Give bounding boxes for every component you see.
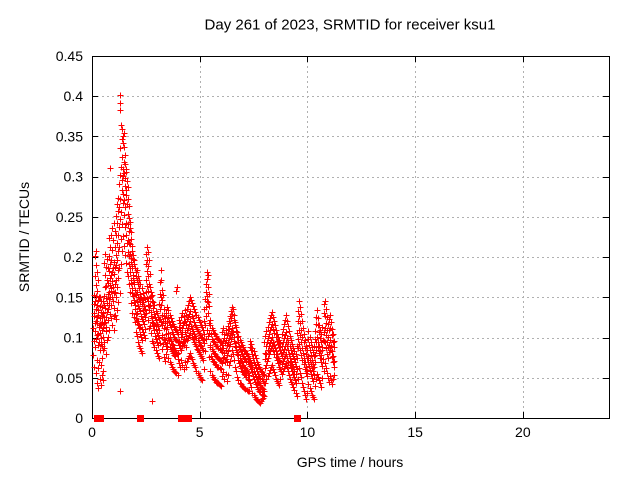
- y-axis-label: SRMTID / TECUs: [16, 181, 32, 293]
- data-points-srmtid-values: [90, 92, 338, 407]
- x-tick-label: 20: [515, 424, 531, 440]
- square-marker: [178, 415, 185, 422]
- y-tick-label: 0.05: [56, 370, 83, 386]
- x-axis-label: GPS time / hours: [296, 454, 404, 470]
- chart-title: Day 261 of 2023, SRMTID for receiver ksu…: [204, 16, 496, 34]
- y-tick-labels: 0 0.05 0.1 0.15 0.2 0.25 0.3 0.35 0.4 0.45: [56, 48, 83, 426]
- y-tick-label: 0: [75, 410, 83, 426]
- tick-marks: [92, 56, 609, 419]
- axis-border: [92, 56, 610, 419]
- y-tick-label: 0.15: [56, 289, 83, 305]
- grid-lines: [92, 56, 609, 418]
- x-tick-label: 10: [300, 424, 316, 440]
- square-marker: [97, 415, 104, 422]
- y-tick-label: 0.35: [56, 128, 83, 144]
- data-points-zero-level-flags: [94, 415, 301, 422]
- square-marker: [294, 415, 301, 422]
- x-tick-label: 0: [88, 424, 96, 440]
- y-tick-label: 0.1: [64, 330, 84, 346]
- y-tick-label: 0.2: [64, 249, 84, 265]
- x-tick-label: 5: [196, 424, 204, 440]
- y-tick-label: 0.4: [64, 88, 84, 104]
- square-marker: [185, 415, 192, 422]
- y-tick-label: 0.25: [56, 209, 83, 225]
- x-tick-labels: 0 5 10 15 20: [88, 424, 531, 440]
- square-marker: [137, 415, 144, 422]
- y-tick-label: 0.3: [64, 169, 84, 185]
- y-tick-label: 0.45: [56, 48, 83, 64]
- x-tick-label: 15: [407, 424, 423, 440]
